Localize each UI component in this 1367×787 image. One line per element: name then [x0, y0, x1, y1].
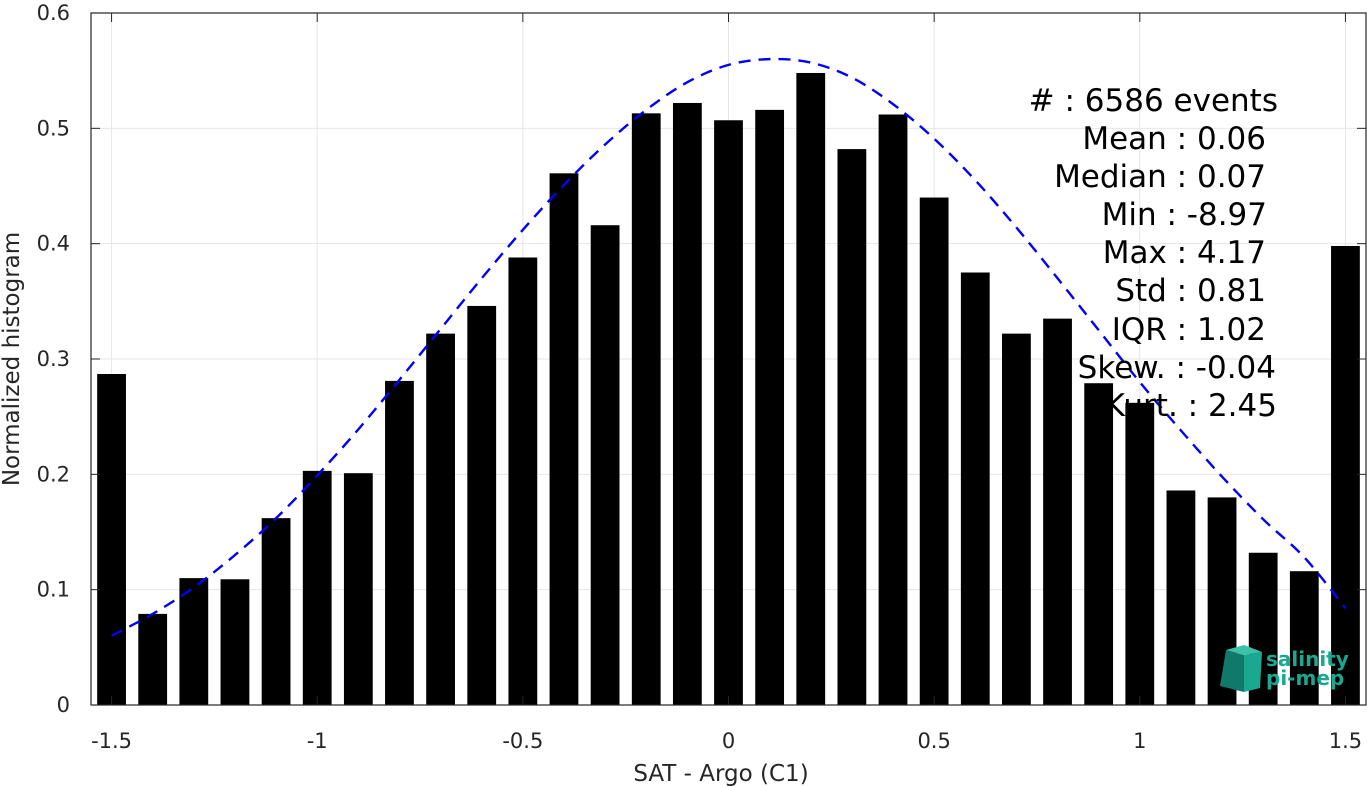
histogram-bar	[837, 149, 867, 706]
histogram-bar	[796, 72, 826, 706]
histogram-bar	[220, 579, 250, 705]
histogram-bar	[755, 109, 785, 705]
x-tick-label: -0.5	[502, 729, 543, 753]
histogram-bar	[179, 578, 209, 705]
stat-mean: Mean : 0.06	[1082, 121, 1266, 157]
x-tick-label: -1	[307, 729, 328, 753]
histogram-bar	[1125, 402, 1155, 705]
histogram-bar	[960, 272, 990, 705]
histogram-bar	[1002, 333, 1031, 705]
histogram-bar	[878, 114, 908, 705]
logo-cube-icon	[1220, 645, 1262, 692]
histogram-bar	[1289, 571, 1319, 705]
y-tick-label: 0.5	[37, 116, 70, 140]
histogram-bar	[590, 225, 620, 706]
histogram-bar	[343, 473, 373, 705]
stat-events: # : 6586 events	[1029, 83, 1278, 119]
histogram-bar	[261, 518, 291, 705]
logo-text-salinity: salinity	[1266, 647, 1349, 671]
x-tick-label: 1.5	[1329, 729, 1362, 753]
stat-std: Std : 0.81	[1115, 273, 1266, 309]
stat-iqr: IQR : 1.02	[1112, 312, 1266, 348]
histogram-bar	[714, 120, 743, 705]
stat-kurt: Kurt. : 2.45	[1105, 388, 1277, 424]
logo-text-pimep: pi-mep	[1266, 666, 1344, 690]
histogram-bar	[302, 470, 332, 705]
stats-box: # : 6586 events Mean : 0.06 Median : 0.0…	[1029, 83, 1278, 424]
histogram-bar	[631, 113, 661, 706]
y-tick-label: 0.3	[37, 347, 70, 371]
x-tick-label: 0.5	[917, 729, 950, 753]
y-tick-label: 0	[57, 693, 70, 717]
histogram-bar	[385, 380, 414, 705]
y-axis-label: Normalized histogram	[0, 232, 25, 486]
histogram-bar	[549, 173, 579, 705]
x-tick-labels: -1.5 -1 -0.5 0 0.5 1 1.5	[91, 729, 1362, 753]
histogram-bar	[1166, 490, 1196, 705]
stat-skew: Skew. : -0.04	[1078, 350, 1276, 386]
stat-min: Min : -8.97	[1102, 197, 1267, 233]
salinity-pimep-logo: salinity pi-mep	[1220, 645, 1349, 692]
y-tick-label: 0.1	[37, 578, 70, 602]
x-axis-label: SAT - Argo (C1)	[633, 761, 808, 787]
histogram-bar	[426, 333, 455, 705]
stat-max: Max : 4.17	[1103, 235, 1266, 271]
gaussian-fit-curve	[111, 57, 1347, 637]
y-tick-label: 0.6	[37, 1, 70, 25]
x-tick-label: 0	[722, 729, 735, 753]
tick-marks	[91, 12, 1366, 706]
histogram-bar	[1084, 383, 1114, 705]
y-tick-label: 0.4	[37, 232, 70, 256]
y-tick-labels: 0 0.1 0.2 0.3 0.4 0.5 0.6	[37, 1, 70, 717]
histogram-bar	[467, 305, 497, 705]
x-tick-label: 1	[1133, 729, 1146, 753]
bars-group	[97, 72, 1360, 706]
histogram-bar	[138, 613, 168, 705]
histogram-bar	[97, 373, 126, 705]
histogram-bar	[508, 257, 538, 705]
histogram-bar	[1043, 318, 1072, 705]
histogram-bar	[1331, 245, 1360, 705]
stat-median: Median : 0.07	[1054, 159, 1266, 195]
x-tick-label: -1.5	[91, 729, 132, 753]
histogram-bar	[672, 102, 702, 705]
y-tick-label: 0.2	[37, 462, 70, 486]
histogram-bar	[919, 197, 949, 706]
